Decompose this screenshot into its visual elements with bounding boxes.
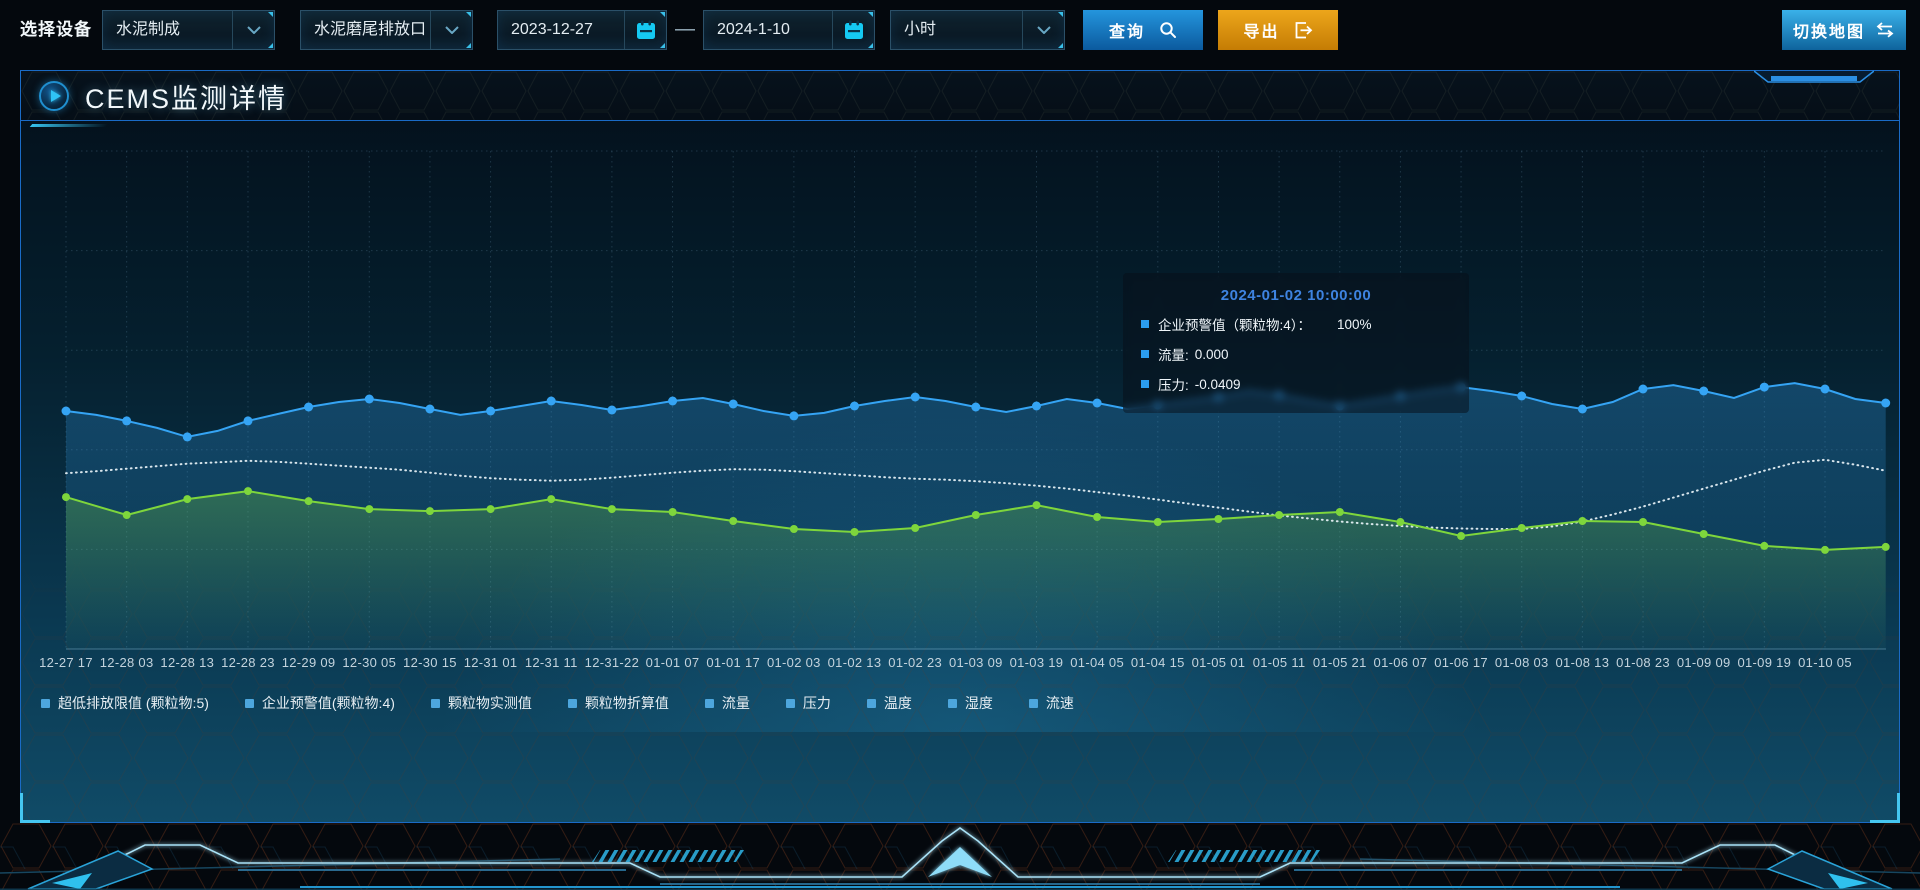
x-axis-label: 12-29 09 [281, 655, 336, 670]
chevron-down-icon [246, 26, 261, 34]
x-axis-label: 12-28 03 [99, 655, 154, 670]
legend-marker-icon [567, 698, 577, 708]
outlet-select[interactable]: 水泥磨尾排放口 [300, 10, 473, 50]
x-axis-label: 01-09 19 [1737, 655, 1792, 670]
start-date-value: 2023-12-27 [511, 21, 593, 38]
header-notch-decoration [1754, 70, 1874, 83]
legend-item-7[interactable]: 湿度 [947, 693, 993, 713]
legend-marker-icon [430, 698, 440, 708]
chevron-down-icon [444, 26, 459, 34]
cems-panel: CEMS监测详情 12-27 17 12-28 03 12-28 13 12-28 2… [20, 70, 1900, 823]
legend-item-6[interactable]: 温度 [866, 693, 912, 713]
x-axis-label: 01-02 03 [766, 655, 821, 670]
x-axis-label: 01-06 07 [1373, 655, 1428, 670]
x-axis-label: 12-30 05 [342, 655, 397, 670]
x-axis-label: 12-28 13 [160, 655, 215, 670]
decorative-footer [0, 823, 1920, 890]
x-axis-label: 01-04 15 [1130, 655, 1185, 670]
legend-marker-icon [947, 698, 957, 708]
play-icon [39, 81, 69, 111]
query-button[interactable]: 查询 [1083, 10, 1203, 50]
switch-map-label: 切换地图 [1792, 24, 1865, 41]
legend-item-2[interactable]: 颗粒物实测值 [430, 693, 532, 713]
panel-title: CEMS监测详情 [85, 83, 288, 114]
process-select[interactable]: 水泥制成 [102, 10, 275, 50]
query-button-label: 查询 [1108, 24, 1145, 41]
x-axis-label: 01-05 01 [1191, 655, 1246, 670]
x-axis-label: 12-31 01 [463, 655, 518, 670]
legend-marker-icon [244, 698, 254, 708]
x-axis-label: 01-01 17 [706, 655, 761, 670]
legend-item-4[interactable]: 流量 [704, 693, 750, 713]
swap-arrows-icon [1875, 22, 1895, 38]
calendar-icon[interactable] [635, 19, 657, 41]
x-axis-label: 12-27 17 [39, 655, 93, 670]
x-axis-label: 01-06 17 [1434, 655, 1488, 670]
x-axis-label: 12-31 11 [524, 655, 578, 670]
search-icon [1159, 21, 1177, 39]
legend-item-0[interactable]: 超低排放限值 (颗粒物:5) [41, 693, 209, 713]
x-axis-label: 01-03 09 [948, 655, 1003, 670]
x-axis-label: 01-05 11 [1252, 655, 1306, 670]
calendar-icon[interactable] [843, 19, 865, 41]
legend-marker-icon [785, 698, 795, 708]
x-axis-label: 01-09 09 [1676, 655, 1731, 670]
date-range-separator: — [675, 18, 695, 40]
series-markers [62, 487, 1890, 554]
legend-item-label: 压力 [802, 695, 831, 711]
legend-item-label: 超低排放限值 (颗粒物:5) [58, 695, 209, 711]
chart-legend: 超低排放限值 (颗粒物:5) 企业预警值(颗粒物:4) 颗粒物实测值 颗粒物折算值 流量… [41, 693, 1110, 713]
x-axis-label: 12-28 23 [221, 655, 275, 670]
legend-item-5[interactable]: 压力 [785, 693, 831, 713]
x-axis-label: 01-05 21 [1312, 655, 1367, 670]
switch-map-button[interactable]: 切换地图 [1782, 10, 1906, 50]
x-axis-label: 01-02 23 [888, 655, 943, 670]
series-area [66, 491, 1886, 649]
legend-marker-icon [1028, 698, 1038, 708]
x-axis-label: 01-04 05 [1070, 655, 1124, 670]
x-axis-label: 01-01 07 [645, 655, 700, 670]
x-axis-label: 01-10 05 [1798, 655, 1852, 670]
x-axis-label: 12-31-22 [584, 655, 640, 670]
legend-item-label: 流量 [721, 695, 750, 711]
legend-marker-icon [41, 698, 50, 708]
x-axis-label: 12-30 15 [403, 655, 457, 670]
export-button[interactable]: 导出 [1218, 10, 1338, 50]
legend-item-8[interactable]: 流速 [1028, 693, 1074, 713]
legend-item-label: 颗粒物折算值 [584, 695, 669, 711]
export-icon [1294, 21, 1313, 40]
legend-item-3[interactable]: 颗粒物折算值 [567, 693, 669, 713]
legend-marker-icon [704, 698, 714, 708]
device-select-label: 选择设备 [20, 20, 92, 39]
legend-item-label: 流速 [1045, 695, 1074, 711]
end-date-value: 2024-1-10 [717, 21, 790, 38]
export-button-label: 导出 [1243, 24, 1280, 41]
legend-item-label: 温度 [883, 695, 912, 711]
x-axis-label: 01-08 03 [1494, 655, 1549, 670]
legend-item-label: 颗粒物实测值 [447, 695, 532, 711]
x-axis-label: 01-02 13 [827, 655, 882, 670]
interval-select-value: 小时 [904, 21, 937, 38]
x-axis-label: 01-03 19 [1009, 655, 1064, 670]
outlet-select-value: 水泥磨尾排放口 [314, 21, 427, 38]
cems-line-chart[interactable] [21, 71, 1899, 822]
interval-select[interactable]: 小时 [890, 10, 1065, 50]
x-axis-label: 01-08 13 [1555, 655, 1610, 670]
x-axis: 12-27 17 12-28 03 12-28 13 12-28 23 12-29 09… [21, 655, 1899, 675]
legend-item-1[interactable]: 企业预警值(颗粒物:4) [244, 693, 395, 713]
start-date-field[interactable]: 2023-12-27 [497, 10, 667, 50]
legend-item-label: 企业预警值(颗粒物:4) [261, 695, 395, 711]
process-select-value: 水泥制成 [116, 21, 181, 38]
legend-item-label: 湿度 [964, 695, 993, 711]
legend-marker-icon [866, 698, 876, 708]
x-axis-label: 01-08 23 [1616, 655, 1670, 670]
end-date-field[interactable]: 2024-1-10 [703, 10, 875, 50]
chevron-down-icon [1036, 26, 1051, 34]
